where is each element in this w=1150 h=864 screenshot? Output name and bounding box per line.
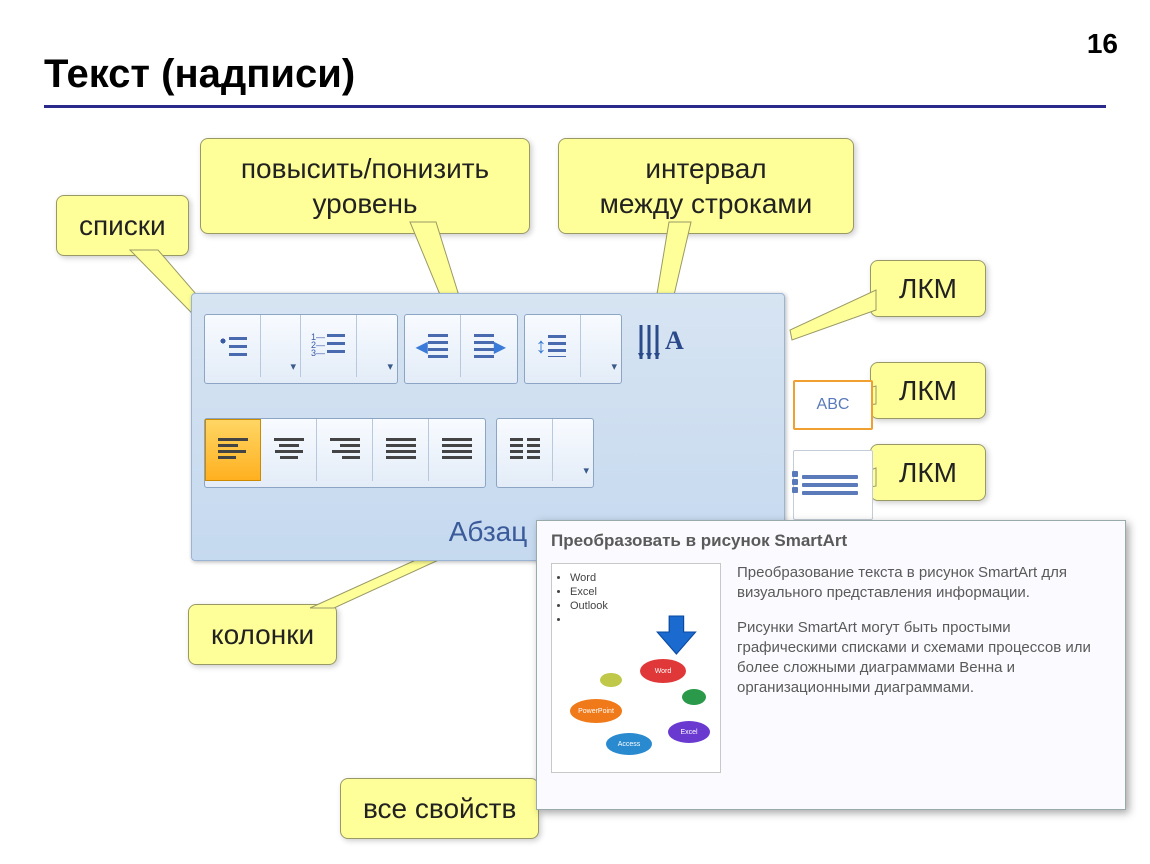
align-left-button[interactable] bbox=[205, 419, 261, 481]
alignment-group bbox=[204, 418, 486, 488]
tooltip-thumbnail: Word Excel Outlook Word Excel Access PowerP… bbox=[551, 563, 721, 773]
tooltip-p2: Рисунки SmartArt могут быть простыми гра… bbox=[737, 618, 1111, 699]
smartart-node: Access bbox=[606, 733, 652, 755]
bullets-group: 1—2—3— bbox=[204, 314, 398, 384]
numbered-icon-digits: 1—2—3— bbox=[311, 333, 325, 357]
text-direction-button[interactable]: A bbox=[628, 314, 698, 376]
smartart-preview: WordExcelAccessPowerPoint bbox=[570, 659, 706, 759]
decrease-indent-icon: ◀ bbox=[418, 334, 448, 358]
callout-lkm1: ЛКМ bbox=[870, 260, 986, 317]
title-underline bbox=[44, 105, 1106, 108]
numbered-dropdown[interactable] bbox=[357, 315, 397, 377]
smartart-node: Excel bbox=[668, 721, 710, 743]
callout-spacing: интервал между строками bbox=[558, 138, 854, 234]
line-spacing-dropdown[interactable] bbox=[581, 315, 621, 377]
tooltip-title: Преобразовать в рисунок SmartArt bbox=[537, 521, 1125, 559]
align-distribute-button[interactable] bbox=[429, 419, 485, 481]
align-distribute-icon bbox=[442, 438, 472, 462]
callout-lkm3: ЛКМ bbox=[870, 444, 986, 501]
indent-group: ◀ ▶ bbox=[404, 314, 518, 384]
align-left-icon bbox=[218, 438, 248, 462]
align-justify-icon bbox=[386, 438, 416, 462]
decrease-indent-button[interactable]: ◀ bbox=[405, 315, 461, 377]
side-list-line3 bbox=[802, 491, 858, 495]
align-justify-button[interactable] bbox=[373, 419, 429, 481]
columns-button[interactable] bbox=[497, 419, 553, 481]
ribbon-row-2 bbox=[204, 418, 772, 488]
smartart-tooltip: Преобразовать в рисунок SmartArt Word Ex… bbox=[536, 520, 1126, 810]
tooltip-text: Преобразование текста в рисунок SmartArt… bbox=[737, 563, 1111, 773]
tooltip-p1: Преобразование текста в рисунок SmartArt… bbox=[737, 563, 1111, 604]
smartart-node bbox=[682, 689, 706, 705]
bullets-dropdown[interactable] bbox=[261, 315, 301, 377]
tooltip-body: Word Excel Outlook Word Excel Access PowerP… bbox=[537, 559, 1125, 783]
smartart-node: Word bbox=[640, 659, 686, 683]
thumb-list-item: Word bbox=[570, 572, 720, 584]
line-spacing-button[interactable] bbox=[525, 315, 581, 377]
align-right-button[interactable] bbox=[317, 419, 373, 481]
svg-text:A: A bbox=[665, 326, 684, 355]
smartart-node: PowerPoint bbox=[570, 699, 622, 723]
callout-allprops: все свойств bbox=[340, 778, 539, 839]
side-list-line1 bbox=[802, 475, 858, 479]
text-direction-group: A bbox=[628, 314, 698, 384]
callout-columns: колонки bbox=[188, 604, 337, 665]
side-list-item[interactable] bbox=[793, 450, 873, 520]
bullets-button[interactable] bbox=[205, 315, 261, 377]
columns-group bbox=[496, 418, 594, 488]
callout-level: повысить/понизить уровень bbox=[200, 138, 530, 234]
thumb-list-item: Outlook bbox=[570, 600, 720, 612]
line-spacing-icon bbox=[538, 333, 568, 359]
callout-lkm2: ЛКМ bbox=[870, 362, 986, 419]
callout-lists: списки bbox=[56, 195, 189, 256]
bullets-icon bbox=[219, 335, 247, 357]
callout-lkm1-tail bbox=[790, 290, 880, 350]
increase-indent-icon: ▶ bbox=[474, 334, 504, 358]
linespacing-group bbox=[524, 314, 622, 384]
columns-icon bbox=[510, 438, 540, 462]
align-center-icon bbox=[274, 438, 304, 462]
text-direction-icon: A bbox=[637, 321, 689, 369]
smartart-node bbox=[600, 673, 622, 687]
page-number: 16 bbox=[1087, 28, 1118, 60]
page-title: Текст (надписи) bbox=[44, 52, 355, 97]
align-right-icon bbox=[330, 438, 360, 462]
side-list-line2 bbox=[802, 483, 858, 487]
columns-dropdown[interactable] bbox=[553, 419, 593, 481]
increase-indent-button[interactable]: ▶ bbox=[461, 315, 517, 377]
numbered-icon-lines bbox=[327, 333, 347, 355]
ribbon-row-1: 1—2—3— ◀ ▶ bbox=[204, 314, 772, 384]
side-abc-item[interactable]: ABC bbox=[793, 380, 873, 430]
numbered-button[interactable]: 1—2—3— bbox=[301, 315, 357, 377]
align-center-button[interactable] bbox=[261, 419, 317, 481]
thumb-list-item: Excel bbox=[570, 586, 720, 598]
